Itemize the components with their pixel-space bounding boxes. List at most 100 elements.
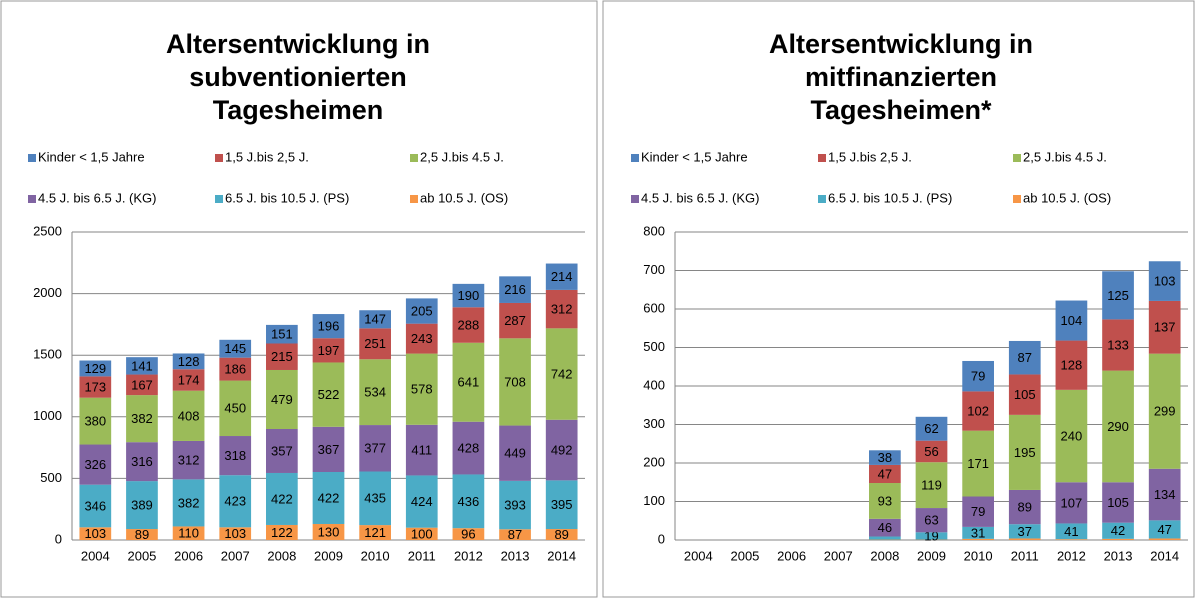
bar-segment <box>1055 389 1088 483</box>
data-label: 190 <box>458 288 480 303</box>
legend-label: 6.5 J. bis 10.5 J. (PS) <box>828 190 952 205</box>
legend-swatch <box>215 154 223 162</box>
data-label: 534 <box>364 385 386 400</box>
x-tick-label: 2014 <box>1150 548 1179 563</box>
x-tick-label: 2012 <box>454 548 483 563</box>
bar-segment <box>79 397 112 445</box>
data-label: 100 <box>411 526 433 541</box>
bar-segment <box>359 359 391 426</box>
bar-segment <box>962 391 994 431</box>
data-label: 389 <box>131 498 153 513</box>
data-label: 128 <box>178 354 200 369</box>
bar-segment <box>266 524 298 540</box>
data-label: 197 <box>318 343 340 358</box>
legend-label: 2,5 J.bis 4.5 J. <box>420 149 504 164</box>
bar-segment <box>219 527 252 540</box>
bar-segment <box>915 440 948 463</box>
bar-segment <box>452 342 485 422</box>
bar-segment <box>172 353 205 370</box>
data-label: 110 <box>178 526 199 541</box>
data-label: 96 <box>461 527 475 542</box>
panel-border <box>602 0 1195 598</box>
y-tick-label: 1500 <box>33 347 62 362</box>
bar-segment <box>1055 482 1088 524</box>
bar-segment <box>869 464 901 484</box>
chart-title: Altersentwicklung in <box>769 29 1033 59</box>
data-label: 171 <box>967 456 989 471</box>
bar-segment <box>312 523 345 540</box>
bar-segment <box>452 283 485 308</box>
data-label: 346 <box>84 498 106 513</box>
data-label: 288 <box>458 317 480 332</box>
bar-segment <box>266 428 298 473</box>
x-tick-label: 2007 <box>824 548 853 563</box>
bar-segment <box>359 328 391 360</box>
x-tick-label: 2013 <box>1104 548 1133 563</box>
data-label: 299 <box>1154 404 1176 419</box>
data-label: 380 <box>84 414 106 429</box>
data-label: 428 <box>458 441 480 456</box>
data-label: 89 <box>554 527 568 542</box>
x-tick-label: 2008 <box>870 548 899 563</box>
data-label: 449 <box>504 446 526 461</box>
x-tick-label: 2005 <box>730 548 759 563</box>
x-tick-label: 2006 <box>174 548 203 563</box>
x-tick-label: 2005 <box>127 548 156 563</box>
bar-segment <box>1008 340 1041 375</box>
bar-segment <box>126 529 158 540</box>
x-tick-label: 2006 <box>777 548 806 563</box>
data-label: 742 <box>551 366 573 381</box>
data-label: 423 <box>224 494 246 509</box>
data-label: 167 <box>131 377 153 392</box>
data-label: 130 <box>318 524 340 539</box>
bar-segment <box>266 324 298 344</box>
bar-segment <box>545 480 578 530</box>
bar-segment <box>405 298 438 324</box>
bar-segment <box>1102 319 1134 371</box>
data-label: 119 <box>921 478 942 493</box>
data-label: 186 <box>224 362 246 377</box>
legend-swatch <box>28 195 36 203</box>
bar-segment <box>1055 539 1088 540</box>
data-label: 316 <box>131 454 153 469</box>
y-tick-label: 2500 <box>33 223 62 238</box>
data-label: 411 <box>411 443 432 458</box>
x-tick-label: 2010 <box>964 548 993 563</box>
legend-label: ab 10.5 J. (OS) <box>420 190 508 205</box>
bar-segment <box>962 430 994 497</box>
bar-segment <box>869 536 901 540</box>
data-label: 129 <box>84 361 106 376</box>
bar-segment <box>126 442 158 482</box>
data-label: 46 <box>878 520 892 535</box>
data-label: 251 <box>364 336 386 351</box>
bar-segment <box>962 526 994 539</box>
bar-segment <box>869 518 901 537</box>
data-label: 145 <box>224 341 246 356</box>
y-tick-label: 100 <box>643 493 665 508</box>
bar-segment <box>1008 414 1041 490</box>
bar-segment <box>219 436 252 476</box>
bar-segment <box>312 338 345 363</box>
y-tick-label: 1000 <box>33 408 62 423</box>
data-label: 395 <box>551 497 573 512</box>
data-label: 79 <box>971 504 985 519</box>
panel-border <box>0 0 598 598</box>
data-label: 89 <box>1018 500 1032 515</box>
bar-segment <box>1148 353 1181 469</box>
bar-segment <box>266 472 298 525</box>
data-label: 87 <box>1018 350 1032 365</box>
bar-segment <box>915 462 948 509</box>
data-label: 62 <box>924 421 938 436</box>
bar-segment <box>452 421 485 475</box>
bar-segment <box>1055 340 1088 390</box>
data-label: 93 <box>878 493 892 508</box>
data-label: 151 <box>271 327 293 342</box>
bar-segment <box>1102 538 1134 540</box>
data-label: 641 <box>458 375 480 390</box>
y-tick-label: 2000 <box>33 285 62 300</box>
bar-segment <box>1008 538 1041 540</box>
data-label: 318 <box>224 448 246 463</box>
data-label: 422 <box>271 491 293 506</box>
data-label: 422 <box>318 490 340 505</box>
